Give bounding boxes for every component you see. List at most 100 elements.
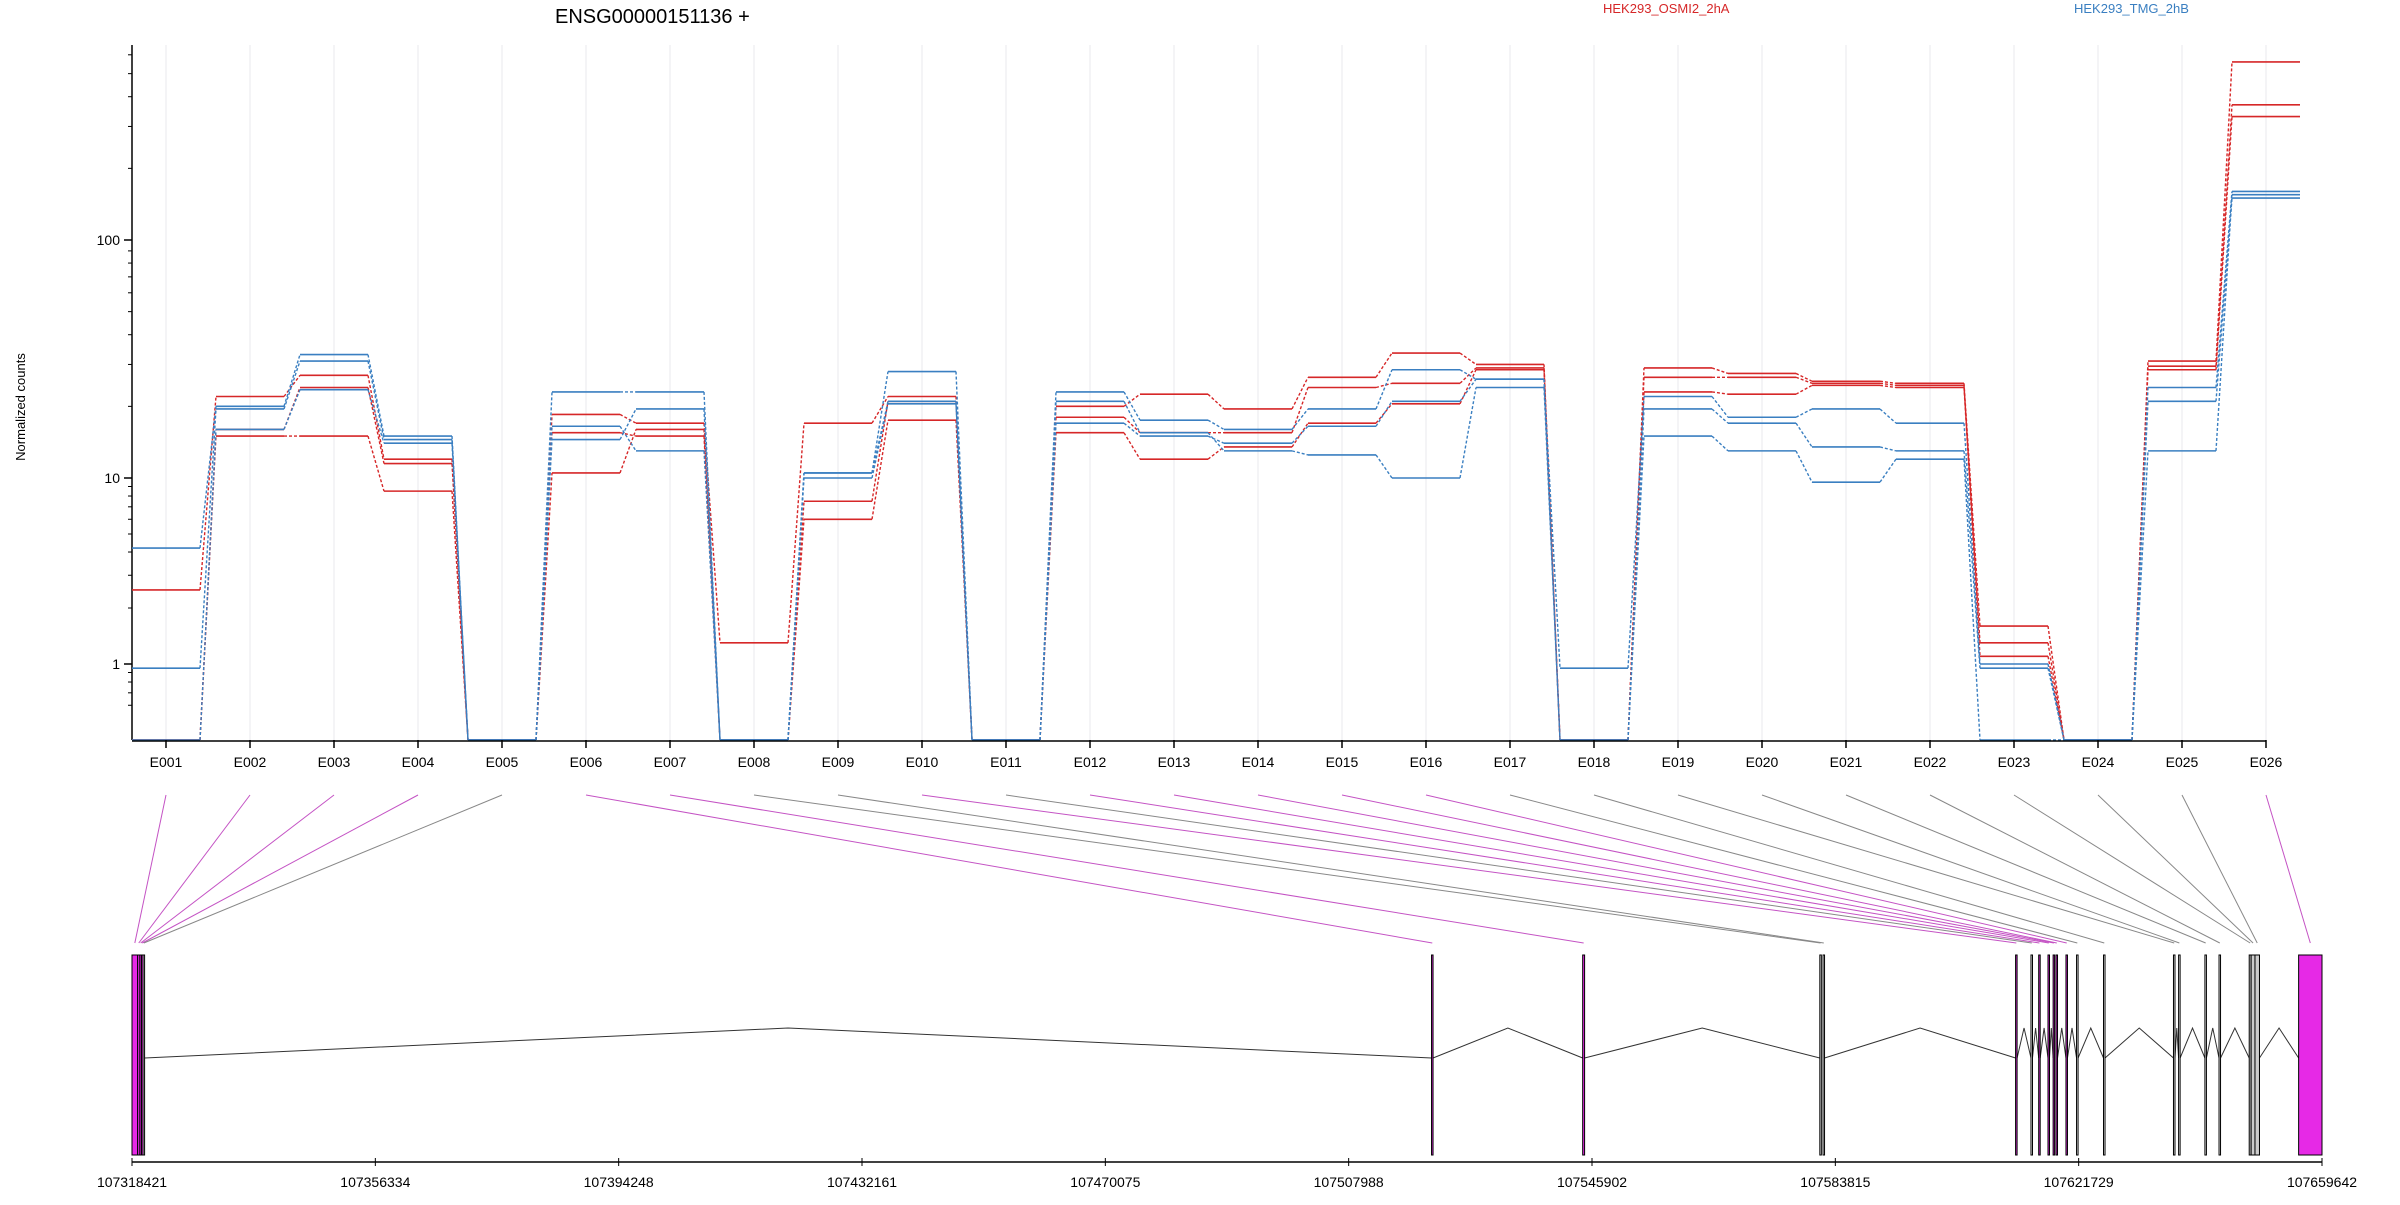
y-tick-label: 1 (112, 656, 120, 672)
series-transition (367, 435, 385, 492)
connector-E012 (1089, 794, 2040, 944)
series-transition (787, 423, 805, 643)
series-transition (1627, 408, 1645, 741)
series-transition (1375, 352, 1393, 378)
exon-box-E022 (2218, 954, 2222, 1156)
series-transition (1879, 384, 1897, 389)
series-transition (619, 429, 637, 474)
series-transition (1795, 408, 1813, 418)
intron-E013 (2048, 1027, 2054, 1059)
intron-E019 (2174, 1027, 2180, 1059)
exon-box-E012 (2038, 954, 2041, 1156)
series-transition (2215, 191, 2233, 388)
series-transition (1291, 425, 1309, 444)
series-transition (1711, 435, 1729, 452)
series-transition (1711, 396, 1729, 418)
series-transition (1123, 416, 1141, 434)
series-transition (703, 408, 721, 741)
series-transition (1459, 378, 1477, 402)
coord-label: 107621729 (2044, 1174, 2114, 1190)
series-transition (1039, 423, 1057, 741)
x-tick-label-E024: E024 (2082, 754, 2115, 770)
series-transition (1459, 387, 1477, 479)
connector-E019 (1677, 794, 2175, 944)
series-lines (132, 61, 2300, 741)
intron-E011 (2031, 1027, 2040, 1059)
x-tick-label-E002: E002 (234, 754, 267, 770)
y-tick-label: 10 (104, 470, 120, 486)
connector-E010 (921, 794, 2017, 944)
series-transition (871, 401, 889, 502)
series-transition (1795, 422, 1813, 448)
exon-box-E018 (2103, 954, 2106, 1156)
x-axis: E001 E002 E003 E004 E005 E006 E007 E008 E009 E010… (132, 740, 2283, 770)
series-transition (1123, 422, 1141, 437)
connector-E026 (2265, 794, 2311, 944)
series-transition (367, 375, 385, 460)
series-transition (1207, 432, 1225, 452)
series-transition (1795, 372, 1813, 382)
series-transition (871, 403, 889, 479)
intron-E009 (1824, 1027, 2016, 1059)
series-transition (1207, 446, 1225, 460)
series-transition (535, 426, 553, 741)
series-transition (871, 420, 889, 520)
connector-E011 (1005, 794, 2032, 944)
coord-label: 107318421 (97, 1174, 167, 1190)
connector-E020 (1761, 794, 2180, 944)
series-transition (535, 472, 553, 741)
intron-E025 (2259, 1027, 2300, 1059)
coord-label: 107356334 (340, 1174, 410, 1190)
exon-box-E005 (142, 954, 146, 1156)
series-transition (1543, 379, 1561, 741)
series-transition (1879, 380, 1897, 384)
series-transition (1711, 367, 1729, 375)
series-transition (283, 389, 301, 430)
exon-box-E016 (2065, 954, 2068, 1156)
series-transition (619, 425, 637, 452)
coord-label: 107545902 (1557, 1174, 1627, 1190)
connector-E016 (1425, 794, 2067, 944)
exon-box-E001 (131, 954, 139, 1156)
connector-E023 (2013, 794, 2251, 944)
series-HEK293_TMG_2hB-3 (132, 190, 2300, 741)
coord-label: 107432161 (827, 1174, 897, 1190)
series-transition (955, 401, 973, 741)
series-transition (1963, 385, 1981, 643)
series-transition (1795, 384, 1813, 395)
series-transition (1459, 367, 1477, 384)
x-tick-label-E008: E008 (738, 754, 771, 770)
exon-box-E017 (2076, 954, 2079, 1156)
series-transition (2047, 656, 2065, 741)
connector-E022 (1929, 794, 2221, 944)
x-tick-label-E026: E026 (2250, 754, 2283, 770)
series-transition (1879, 382, 1897, 387)
series-transition (1123, 432, 1141, 460)
exon-box-E021 (2204, 954, 2207, 1156)
exon-box-E013 (2047, 954, 2050, 1156)
connector-E001 (134, 794, 167, 944)
series-transition (2131, 450, 2149, 741)
series-transition (2047, 642, 2065, 741)
x-tick-label-E004: E004 (402, 754, 435, 770)
series-transition (2047, 667, 2065, 741)
connector-E018 (1593, 794, 2105, 944)
series-transition (1375, 382, 1393, 389)
series-transition (1963, 423, 1981, 665)
series-transition (1123, 393, 1141, 407)
series-transition (1375, 369, 1393, 410)
x-tick-label-E012: E012 (1074, 754, 1107, 770)
series-HEK293_OSMI2_2hA-0 (132, 61, 2300, 741)
exon-box-E009 (1822, 954, 1826, 1156)
series-transition (2215, 194, 2233, 451)
chart-title: ENSG00000151136 + (555, 6, 750, 28)
series-transition (1963, 450, 1981, 669)
y-tick-label: 100 (97, 232, 121, 248)
series-transition (283, 354, 301, 407)
intron-E006 (1432, 1027, 1583, 1059)
x-tick-label-E001: E001 (150, 754, 183, 770)
x-tick-label-E005: E005 (486, 754, 519, 770)
connector-E008 (753, 794, 1821, 944)
exon-box-E006 (1431, 954, 1434, 1156)
